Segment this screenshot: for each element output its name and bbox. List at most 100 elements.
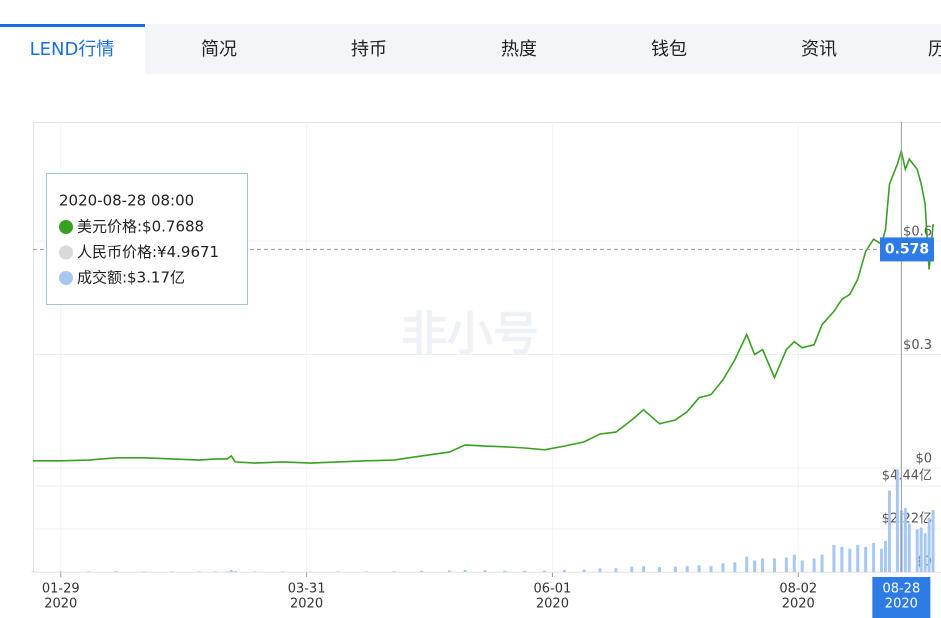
volume-bar [392, 571, 396, 572]
volume-bar [753, 560, 757, 572]
volume-bar [733, 562, 737, 572]
volume-bar [848, 548, 852, 572]
volume-bar [772, 558, 776, 572]
volume-bar [483, 570, 487, 572]
volume-bar [919, 527, 923, 572]
volume-bar [895, 469, 899, 572]
volume-bar [233, 571, 237, 572]
volume-bar [657, 567, 661, 572]
crosshair-y-box [880, 237, 934, 262]
volume-bar [447, 570, 451, 572]
y2-tick-label: $2.22亿 [882, 512, 932, 527]
volume-bar [709, 566, 713, 572]
volume-bar [253, 571, 257, 572]
x-tick-label: 08-02 [779, 582, 817, 597]
tooltip-item: 成交额:$3.17亿 [77, 269, 185, 287]
volume-bar [336, 571, 340, 572]
volume-bar [225, 571, 229, 572]
volume-bar [903, 508, 907, 572]
volume-bar [761, 558, 765, 572]
y-tick-label: $0.3 [903, 338, 932, 353]
tooltip-dot [59, 271, 73, 285]
tab[interactable]: 资讯 [801, 39, 837, 60]
tab[interactable]: 热度 [501, 39, 537, 60]
volume-bar [59, 571, 63, 572]
watermark: 非小号 [401, 307, 539, 361]
tab[interactable]: 历 [928, 39, 941, 60]
tooltip-item: 人民币价格:¥4.9671 [77, 243, 219, 261]
x-tick-year: 2020 [782, 597, 815, 612]
volume-bar [642, 566, 646, 572]
volume-bar [792, 554, 796, 572]
volume-bar [927, 517, 931, 572]
volume-bar [800, 560, 804, 572]
tab-bar [0, 24, 941, 74]
volume-bar [887, 490, 891, 572]
volume-bar [673, 566, 677, 572]
tab[interactable]: 持币 [351, 39, 387, 60]
volume-bar [281, 571, 285, 572]
crosshair-y-label: 0.578 [885, 241, 929, 257]
volume-bar [907, 523, 911, 572]
volume-bar [832, 544, 836, 572]
volume-bar [721, 563, 725, 572]
x-tick-label: 06-01 [534, 582, 572, 597]
tooltip-dot [59, 245, 73, 260]
volume-bar [880, 548, 884, 572]
tab[interactable]: LEND行情 [30, 39, 115, 60]
tooltip-item: 美元价格:$0.7688 [77, 218, 204, 236]
tab[interactable]: 钱包 [651, 39, 687, 60]
active-tab-bg [0, 24, 145, 74]
volume-bar [931, 510, 935, 572]
x-tick-year: 2020 [44, 597, 77, 612]
volume-bar [364, 571, 368, 572]
crosshair-x-label: 08-28 [882, 582, 920, 597]
tooltip [46, 173, 248, 305]
volume-bar [812, 558, 816, 572]
volume-bar [872, 542, 876, 572]
crosshair-x-year: 2020 [885, 597, 918, 612]
volume-bar [685, 566, 689, 572]
x-tick-year: 2020 [536, 597, 569, 612]
volume-bar [697, 565, 701, 572]
volume-bar [840, 546, 844, 572]
crosshair-x-box [872, 577, 931, 618]
volume-bar [582, 569, 586, 572]
volume-bar [170, 571, 174, 572]
volume-bar [864, 546, 868, 572]
volume-bar [142, 571, 146, 572]
volume-bar [542, 570, 546, 572]
volume-bar [198, 571, 202, 572]
volume-bar [463, 570, 467, 572]
volume-bar [923, 533, 927, 572]
volume-bar [784, 557, 788, 572]
y-tick-label: $0.6 [903, 225, 932, 240]
volume-bar [598, 568, 602, 572]
tab[interactable]: 简况 [201, 39, 237, 60]
volume-bar [630, 566, 634, 572]
active-tab-indicator [0, 24, 145, 27]
volume-bar [229, 570, 233, 572]
volume-bar [614, 568, 618, 572]
volume-bar [562, 570, 566, 572]
volume-bar [883, 541, 887, 572]
x-tick-label: 03-31 [288, 582, 326, 597]
volume-bar [114, 571, 118, 572]
tooltip-dot [59, 220, 73, 234]
volume-bar [213, 571, 217, 572]
tooltip-title: 2020-08-28 08:00 [59, 192, 194, 210]
volume-bar [856, 544, 860, 572]
y2-tick-label: $4.44亿 [882, 469, 932, 484]
x-tick-label: 01-29 [42, 582, 80, 597]
volume-bar [915, 529, 919, 572]
volume-bar [503, 570, 507, 572]
volume-bar [87, 571, 91, 572]
volume-bar [745, 556, 749, 572]
volume-bar [523, 570, 527, 572]
price-line [33, 147, 934, 464]
y-tick-label: $0 [915, 452, 932, 467]
volume-bar [420, 570, 424, 572]
volume-bar [31, 571, 35, 572]
